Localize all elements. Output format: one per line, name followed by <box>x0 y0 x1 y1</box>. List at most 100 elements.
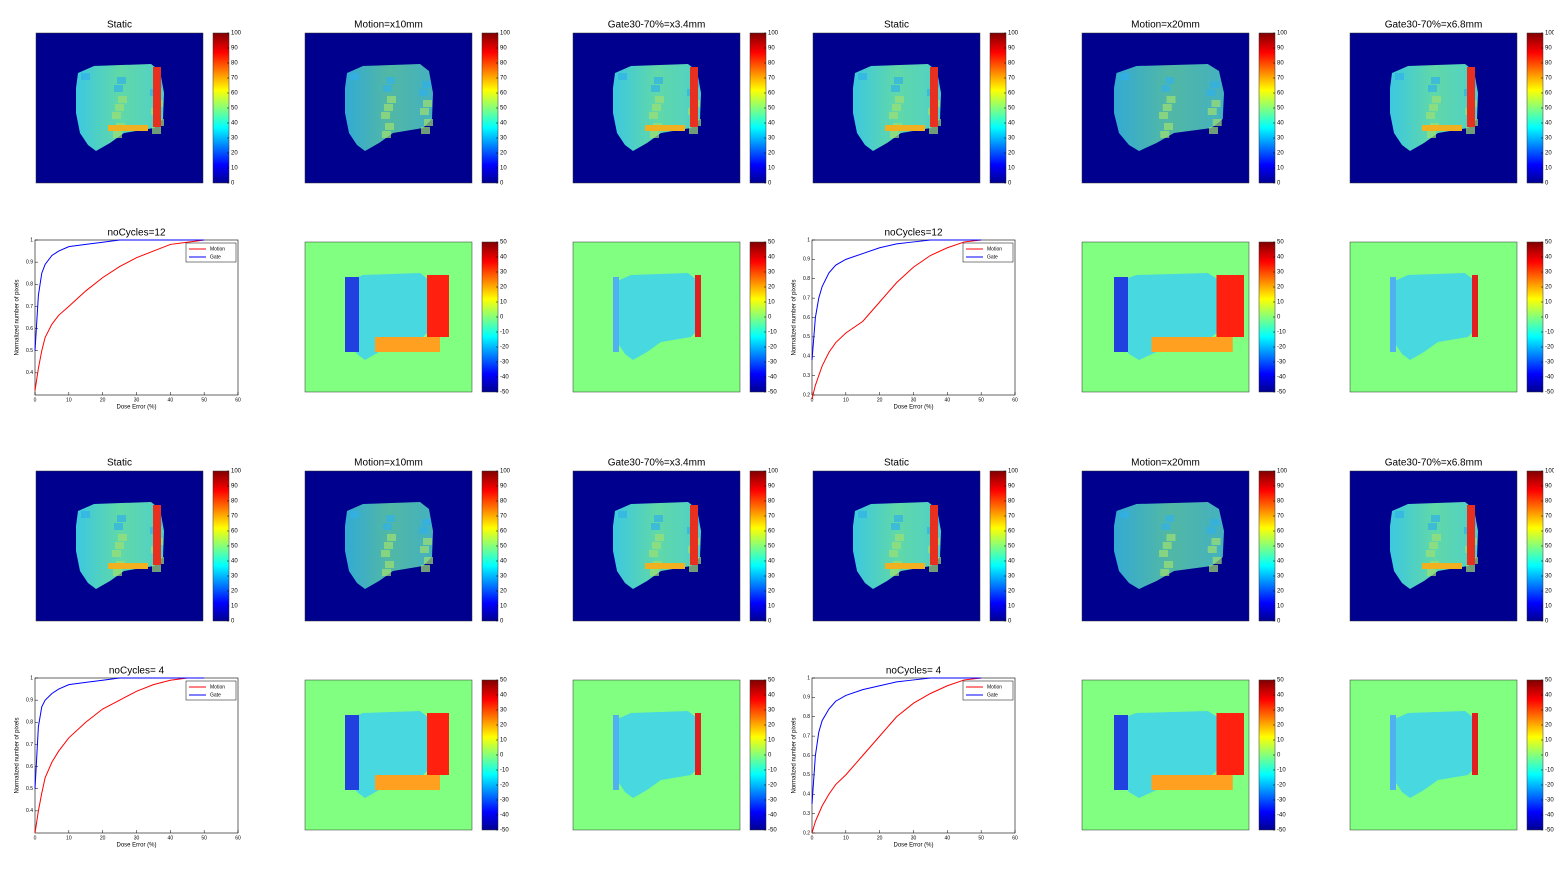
map-patch <box>81 73 90 80</box>
y-axis-label: Normalized number of pixels <box>792 717 798 793</box>
x-tick-label: 20 <box>877 397 883 403</box>
map-patch <box>382 569 391 576</box>
colorbar-tick-label: 50 <box>768 678 775 684</box>
colorbar-tick-label: 40 <box>500 693 507 699</box>
x-tick-label: 50 <box>978 835 984 841</box>
colorbar-tick-label: -10 <box>1545 330 1554 336</box>
x-axis-label: Dose Error (%) <box>116 843 156 849</box>
colorbar-tick-label: 30 <box>500 270 507 276</box>
x-tick-label: 50 <box>201 835 207 841</box>
colorbar-tick-label: 90 <box>231 46 238 52</box>
y-tick-label: 0.8 <box>26 282 33 288</box>
map-patch <box>1212 119 1222 126</box>
map-edge <box>1472 713 1478 775</box>
colorbar-tick-label: 80 <box>1008 61 1015 67</box>
map-patch <box>895 534 904 541</box>
colorbar-tick-label: 30 <box>1545 574 1552 580</box>
colorbar-tick-label: 60 <box>1277 529 1284 535</box>
map-patch <box>654 515 663 522</box>
x-axis-label: Dose Error (%) <box>893 405 933 411</box>
colorbar-tick-label: 50 <box>1277 106 1284 112</box>
colorbar-tick-label: 50 <box>500 106 507 112</box>
map-patch <box>929 565 938 572</box>
map-patch <box>1431 77 1440 84</box>
map-patch <box>117 77 126 84</box>
colorbar-tick-label: 100 <box>500 31 511 37</box>
colorbar-tick-label: -50 <box>1277 390 1286 396</box>
y-tick-label: 0.6 <box>26 764 33 770</box>
y-tick-label: 0.4 <box>26 808 33 814</box>
map-frame <box>572 679 741 831</box>
map-patch <box>1206 527 1216 534</box>
colorbar-tick-label: 30 <box>768 136 775 142</box>
colorbar-tick-label: -30 <box>1277 798 1286 804</box>
legend-label: Gate <box>210 692 221 698</box>
colorbar-tick-label: -30 <box>500 798 509 804</box>
map-patch <box>895 96 904 103</box>
map-patch <box>1210 519 1220 526</box>
map-patch <box>1395 511 1404 518</box>
colorbar <box>749 679 767 831</box>
map-patch <box>424 119 433 126</box>
colorbar-tick-label: 0 <box>1277 753 1281 759</box>
colorbar-tick-label: -50 <box>1277 828 1286 834</box>
map-patch <box>420 546 429 553</box>
colorbar-tick-label: -20 <box>500 783 509 789</box>
legend-label: Motion <box>987 246 1002 252</box>
x-axis-label: Dose Error (%) <box>893 843 933 849</box>
map-edge <box>375 775 440 790</box>
map-patch <box>381 112 390 119</box>
map-edge <box>930 67 938 127</box>
colorbar-tick-label: 50 <box>768 544 775 550</box>
colorbar-tick-label: -30 <box>500 360 509 366</box>
map-edge <box>690 67 698 127</box>
colorbar-tick-label: 100 <box>1008 31 1019 37</box>
colorbar-tick-label: -20 <box>1277 345 1286 351</box>
map-patch <box>1162 542 1172 549</box>
colorbar-tick-label: -10 <box>500 330 509 336</box>
series-line <box>811 677 982 804</box>
map-patch <box>113 131 122 138</box>
y-tick-label: 0.5 <box>803 772 810 778</box>
map-frame <box>35 32 204 184</box>
colorbar-tick-label: 30 <box>231 136 238 142</box>
colorbar-tick-label: 10 <box>1545 604 1552 610</box>
map-edge <box>375 337 440 352</box>
x-tick-label: 40 <box>168 397 174 403</box>
colorbar-tick-label: 40 <box>768 121 775 127</box>
colorbar-tick-label: 70 <box>1545 76 1552 82</box>
map-edge <box>930 505 938 565</box>
map-edge <box>613 715 619 790</box>
map-patch <box>113 569 122 576</box>
colorbar-tick-label: 40 <box>1545 693 1552 699</box>
colorbar-tick-label: 60 <box>1008 91 1015 97</box>
map-patch <box>618 73 627 80</box>
colorbar-tick-label: 30 <box>1277 136 1284 142</box>
colorbar <box>1526 32 1544 184</box>
series-line <box>34 677 205 834</box>
x-tick-label: 10 <box>66 397 72 403</box>
plot-frame <box>34 239 239 396</box>
map-patch <box>655 534 664 541</box>
map-title: Gate30-70%=x3.4mm <box>608 458 706 469</box>
map-title: Static <box>107 458 132 469</box>
colorbar-tick-label: 60 <box>1277 91 1284 97</box>
dose-map <box>572 241 741 393</box>
map-patch <box>689 127 698 134</box>
colorbar-tick-label: 50 <box>1277 678 1284 684</box>
map-patch <box>1209 127 1218 134</box>
y-axis-label: Normalized number of pixels <box>15 717 21 793</box>
colorbar-tick-label: 20 <box>500 285 507 291</box>
colorbar-tick-label: 90 <box>1545 484 1552 490</box>
x-tick-label: 40 <box>945 397 951 403</box>
colorbar-tick-label: 40 <box>1008 559 1015 565</box>
map-edge <box>108 125 148 131</box>
map-region <box>613 273 701 360</box>
y-tick-label: 0.4 <box>803 354 810 360</box>
colorbar-tick-label: 50 <box>500 678 507 684</box>
colorbar-tick-label: -50 <box>500 828 509 834</box>
series-line <box>34 677 205 789</box>
colorbar-tick-label: 10 <box>500 604 507 610</box>
colorbar-tick-label: 80 <box>1545 499 1552 505</box>
colorbar-tick-label: 50 <box>1545 106 1552 112</box>
